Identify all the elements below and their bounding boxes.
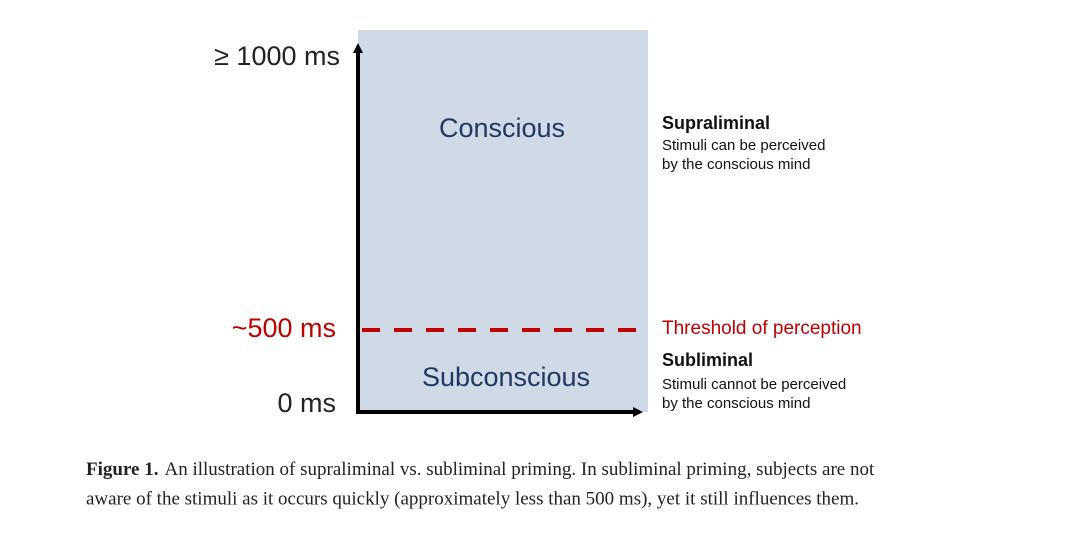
note-title: Supraliminal: [662, 113, 770, 133]
caption-line: aware of the stimuli as it occurs quickl…: [86, 488, 859, 509]
caption-line: Figure 1. An illustration of supraliminal…: [86, 459, 875, 480]
bottom-label: 0 ms: [277, 388, 336, 418]
note-line: Stimuli can be perceived: [662, 137, 825, 154]
caption-label: Figure 1.: [86, 459, 158, 480]
caption-text: An illustration of supraliminal vs. subl…: [164, 459, 875, 480]
threshold-note: Threshold of perception: [662, 318, 862, 339]
threshold-label: ~500 ms: [232, 313, 336, 343]
region-label: Conscious: [439, 113, 565, 143]
note-line: by the conscious mind: [662, 156, 810, 173]
diagram-area: [358, 30, 648, 412]
note-line: Stimuli cannot be perceived: [662, 376, 846, 393]
note-line: by the conscious mind: [662, 395, 810, 412]
top-label: ≥ 1000 ms: [214, 41, 340, 71]
note-title: Subliminal: [662, 350, 753, 370]
region-label: Subconscious: [422, 362, 590, 392]
